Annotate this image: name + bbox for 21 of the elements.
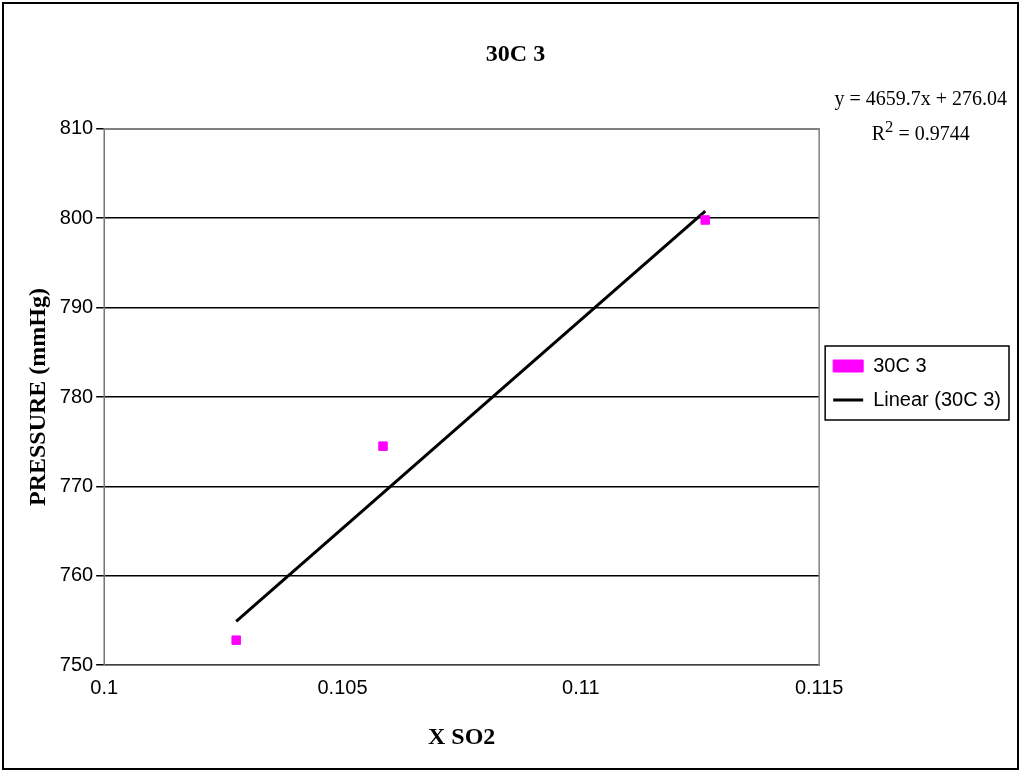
point [700, 215, 710, 225]
y-tick-label: 770 [59, 473, 94, 496]
chart-title: 30C 3 [485, 39, 546, 66]
text: y = 4659.7x + 276.04 [834, 86, 1007, 112]
x-tick-label: 0.115 [794, 675, 844, 698]
y-axis-title: PRESSURE (mmHg) [23, 287, 50, 507]
y-tick-label: 800 [59, 205, 94, 228]
point [231, 635, 241, 645]
x-axis-title: X SO2 [427, 722, 496, 749]
y-tick-label: 750 [59, 652, 94, 675]
text: R$^{2}$ = 0.9744 [870, 116, 971, 146]
point [378, 441, 388, 451]
legend-label: 30C 3 [873, 353, 927, 376]
x-tick-label: 0.1 [90, 675, 119, 698]
y-tick-label: 780 [59, 384, 94, 407]
x-tick-label: 0.105 [317, 675, 368, 698]
y-tick-label: 790 [59, 295, 94, 318]
legend-label: Linear (30C 3) [873, 387, 1001, 410]
y-tick-label: 810 [59, 116, 94, 139]
x-tick-label: 0.11 [562, 675, 600, 698]
y-tick-label: 760 [59, 563, 94, 586]
